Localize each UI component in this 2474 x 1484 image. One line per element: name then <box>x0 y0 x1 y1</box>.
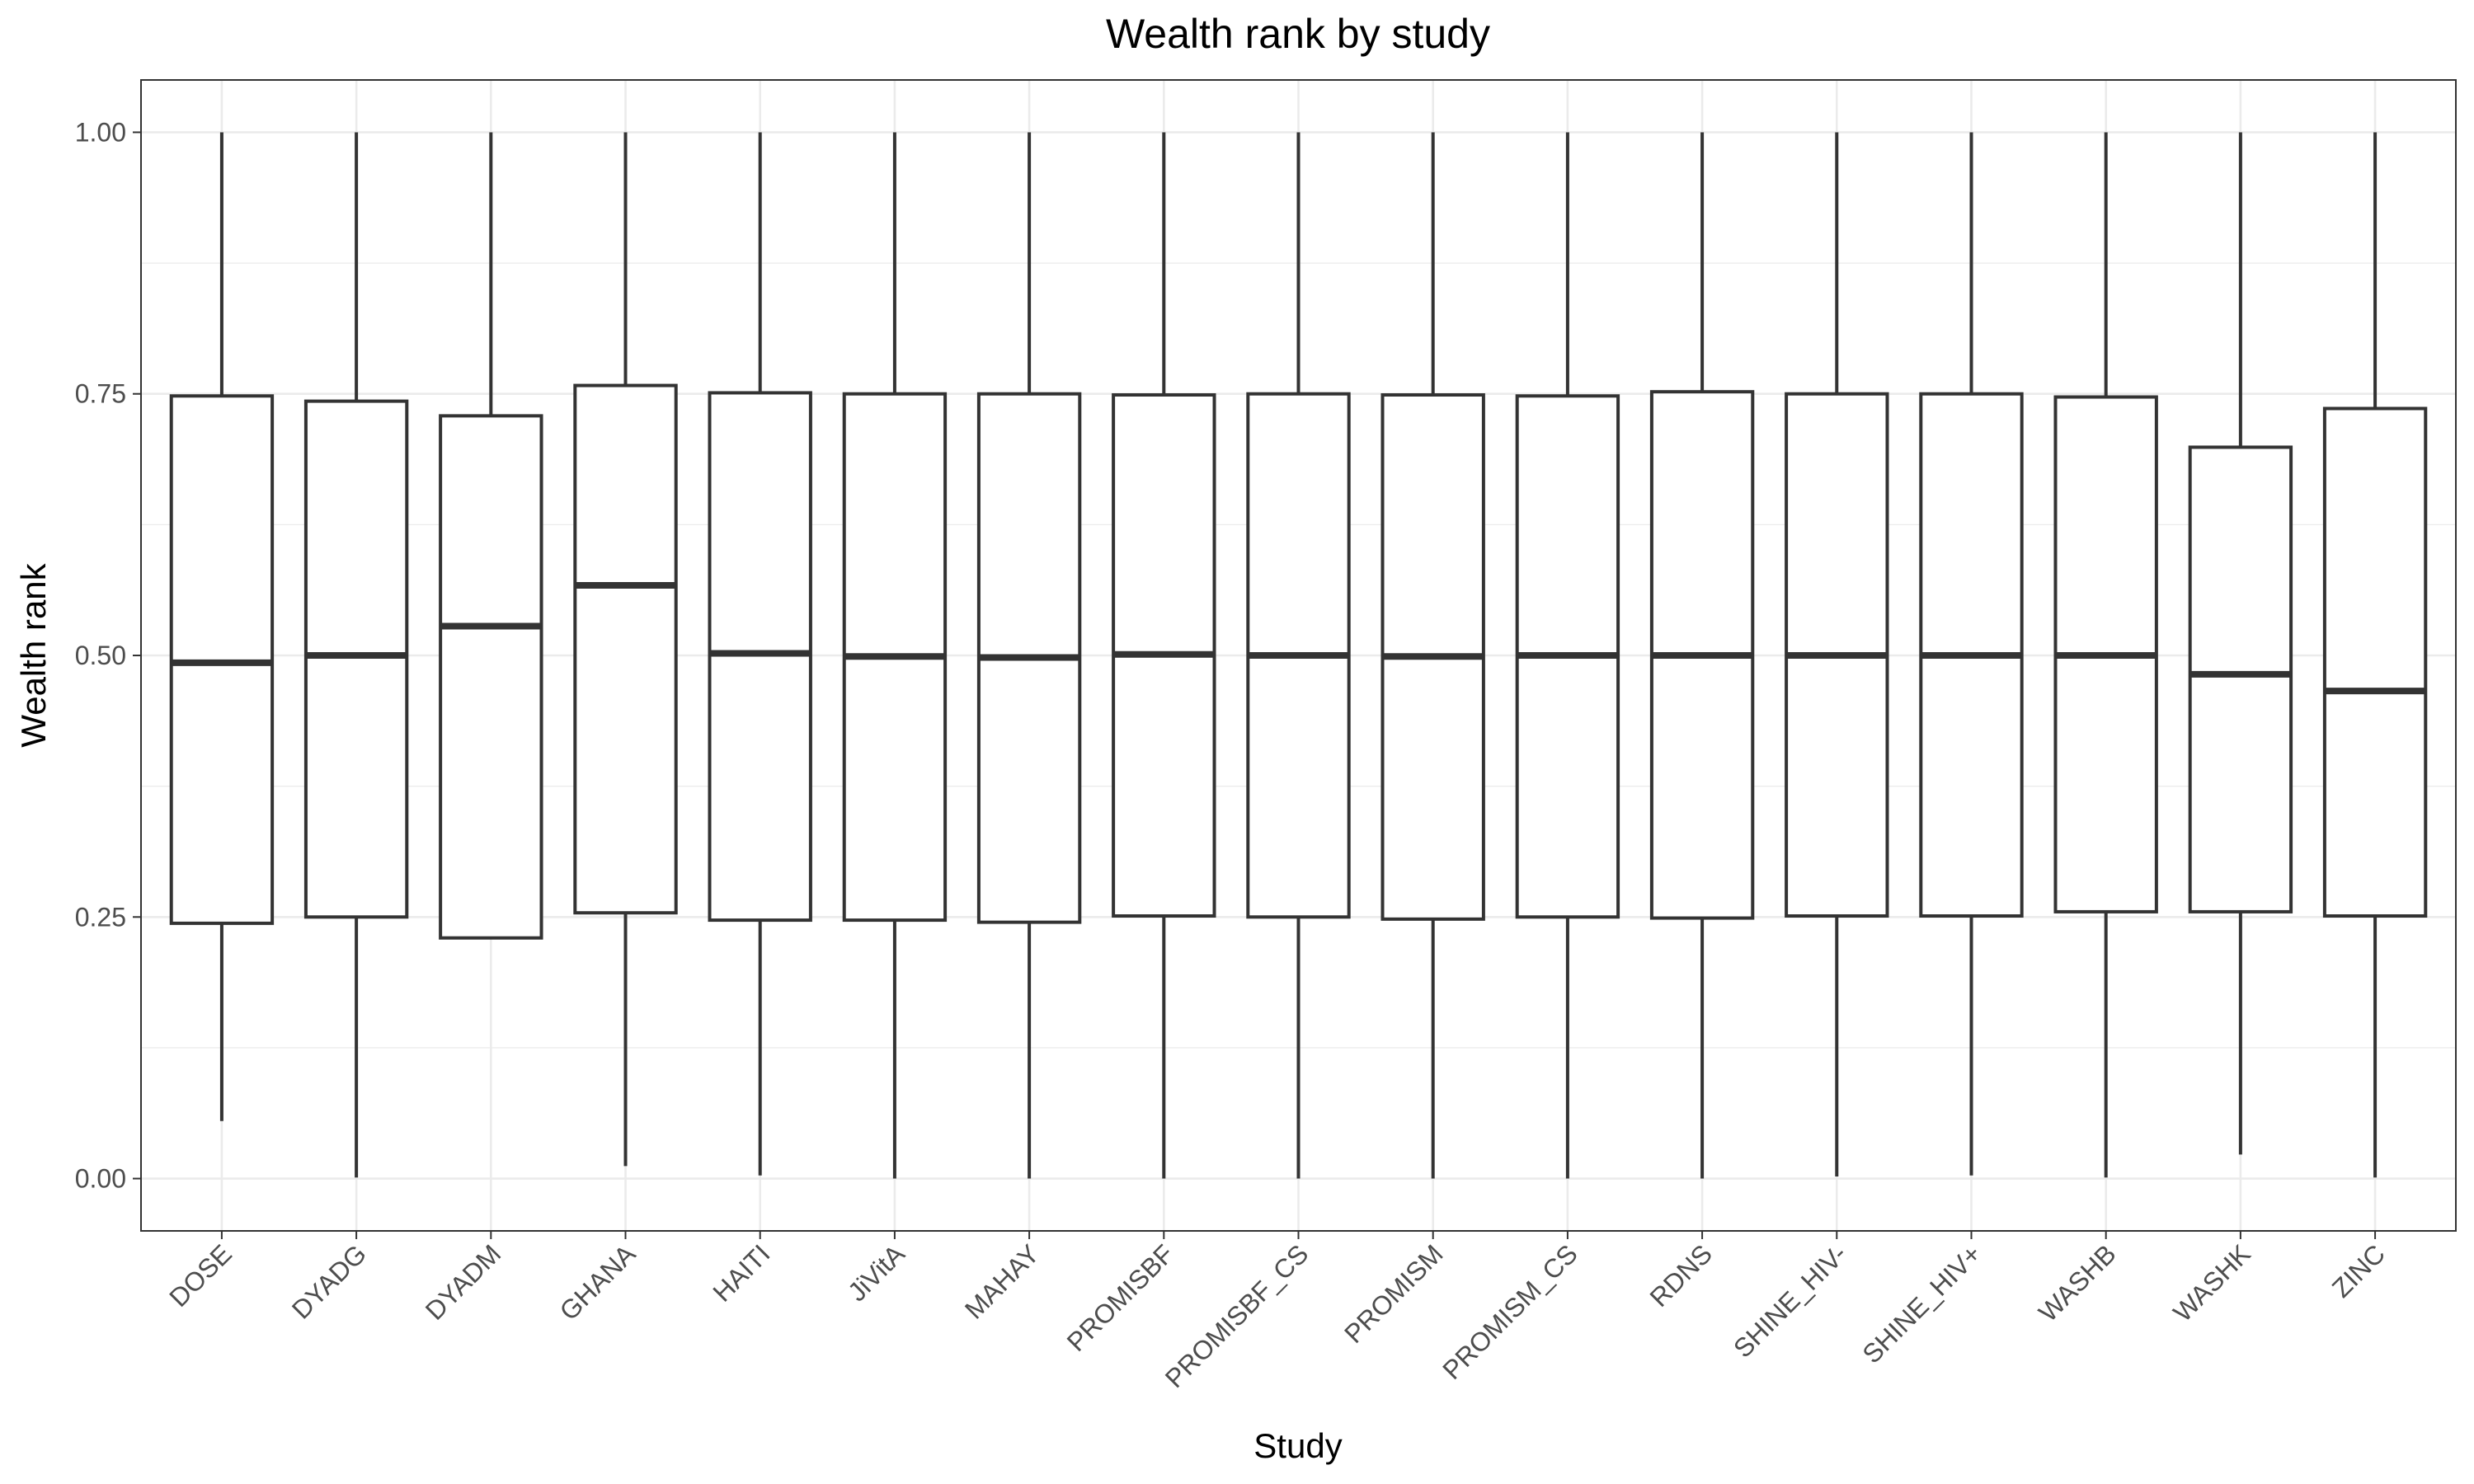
x-tick-label: DYADG <box>286 1238 372 1324</box>
box-DOSE <box>169 132 275 1121</box>
y-tick-label: 1.00 <box>75 117 126 147</box>
iqr-box <box>303 399 409 919</box>
boxplot-series <box>169 132 2428 1179</box>
x-tick-label: WASHK <box>2167 1238 2256 1327</box>
y-axis: 0.00 0.25 0.50 0.75 1.00 <box>75 117 141 1194</box>
x-tick-label: WASHB <box>2033 1238 2122 1327</box>
box-PROMISBF_CS <box>1246 132 1351 1179</box>
x-tick-label: DOSE <box>163 1238 238 1313</box>
y-tick-label: 0.75 <box>75 379 126 409</box>
box-SHINE_HIV- <box>1785 132 1889 1177</box>
iqr-box <box>2188 445 2293 913</box>
box-WASHK <box>2188 132 2293 1155</box>
x-axis-title: Study <box>1253 1426 1342 1465</box>
box-WASHB <box>2053 132 2158 1178</box>
box-PROMISM <box>1380 132 1485 1179</box>
box-PROMISM_CS <box>1515 132 1620 1179</box>
box-PROMISBF <box>1112 132 1216 1179</box>
x-tick-label: RDNS <box>1644 1238 1718 1313</box>
x-tick-label: SHINE_HIV- <box>1728 1238 1852 1363</box>
x-tick-label: PROMISM <box>1338 1238 1449 1349</box>
box-DYADM <box>439 132 543 940</box>
box-GHANA <box>573 132 678 1167</box>
x-tick-label: GHANA <box>554 1238 642 1326</box>
box-RDNS <box>1649 132 1755 1179</box>
iqr-box <box>439 414 543 940</box>
chart-title: Wealth rank by study <box>1106 11 1490 57</box>
box-DYADG <box>303 132 409 1178</box>
x-tick-label: MAHAY <box>959 1238 1045 1324</box>
box-MAHAY <box>976 132 1082 1179</box>
x-tick-label: ZINC <box>2326 1238 2391 1303</box>
x-tick-label: DYADM <box>420 1238 506 1325</box>
x-axis: DOSE DYADG DYADM GHANA HAITI JiVitA MAHAY PROMI… <box>163 1231 2391 1393</box>
y-tick-label: 0.00 <box>75 1164 126 1194</box>
y-axis-title: Wealth rank <box>14 562 53 747</box>
x-tick-label: PROMISBF <box>1061 1238 1180 1357</box>
y-tick-label: 0.50 <box>75 641 126 670</box>
box-JiVitA <box>842 132 948 1179</box>
box-HAITI <box>708 132 812 1176</box>
iqr-box <box>573 383 678 915</box>
iqr-box <box>2322 406 2428 918</box>
box-ZINC <box>2322 132 2428 1178</box>
x-tick-label: PROMISBF_CS <box>1159 1238 1315 1393</box>
x-tick-label: JiVitA <box>842 1238 910 1307</box>
x-tick-label: HAITI <box>707 1238 775 1307</box>
x-tick-label: SHINE_HIV+ <box>1856 1238 1987 1369</box>
y-tick-label: 0.25 <box>75 902 126 932</box>
box-SHINE_HIV+ <box>1919 132 2024 1176</box>
x-tick-label: PROMISM_CS <box>1437 1238 1583 1385</box>
